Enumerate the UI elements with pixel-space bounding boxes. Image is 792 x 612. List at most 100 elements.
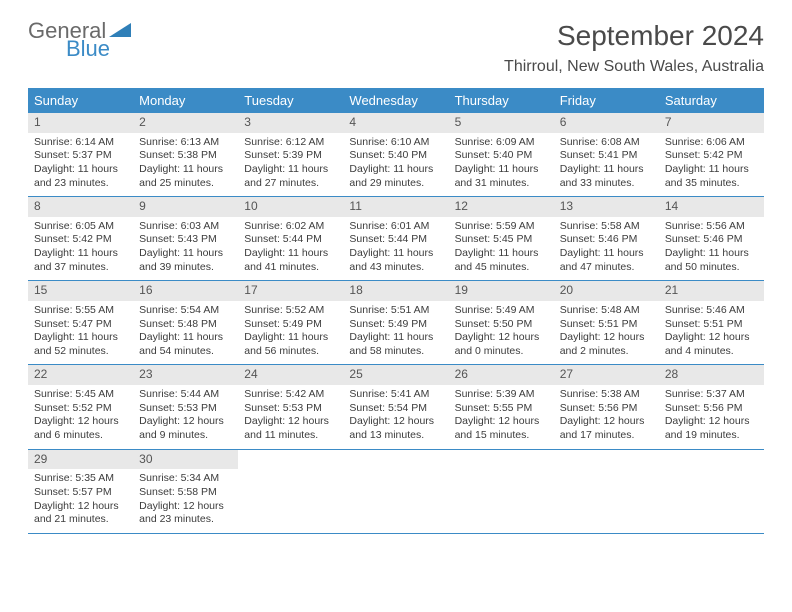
day-number: 9 [133, 197, 238, 217]
day-body: Sunrise: 5:37 AMSunset: 5:56 PMDaylight:… [659, 385, 764, 449]
day-cell: 1Sunrise: 6:14 AMSunset: 5:37 PMDaylight… [28, 113, 133, 196]
day-body: Sunrise: 6:08 AMSunset: 5:41 PMDaylight:… [554, 133, 659, 197]
day-cell [554, 450, 659, 533]
weekday-header: Thursday [449, 88, 554, 113]
week-row: 29Sunrise: 5:35 AMSunset: 5:57 PMDayligh… [28, 450, 764, 534]
day-number: 18 [343, 281, 448, 301]
day-body: Sunrise: 5:38 AMSunset: 5:56 PMDaylight:… [554, 385, 659, 449]
day-body: Sunrise: 5:49 AMSunset: 5:50 PMDaylight:… [449, 301, 554, 365]
day-cell: 25Sunrise: 5:41 AMSunset: 5:54 PMDayligh… [343, 365, 448, 448]
sunset-text: Sunset: 5:49 PM [349, 318, 442, 332]
daylight-text: Daylight: 12 hours and 4 minutes. [665, 331, 758, 358]
sunrise-text: Sunrise: 6:14 AM [34, 136, 127, 150]
sunrise-text: Sunrise: 5:48 AM [560, 304, 653, 318]
sunrise-text: Sunrise: 5:55 AM [34, 304, 127, 318]
sunrise-text: Sunrise: 5:44 AM [139, 388, 232, 402]
day-body: Sunrise: 5:51 AMSunset: 5:49 PMDaylight:… [343, 301, 448, 365]
daylight-text: Daylight: 11 hours and 45 minutes. [455, 247, 548, 274]
week-row: 22Sunrise: 5:45 AMSunset: 5:52 PMDayligh… [28, 365, 764, 449]
daylight-text: Daylight: 12 hours and 2 minutes. [560, 331, 653, 358]
day-number: 13 [554, 197, 659, 217]
sunset-text: Sunset: 5:41 PM [560, 149, 653, 163]
day-number: 26 [449, 365, 554, 385]
day-body: Sunrise: 5:41 AMSunset: 5:54 PMDaylight:… [343, 385, 448, 449]
day-number: 4 [343, 113, 448, 133]
sunrise-text: Sunrise: 5:45 AM [34, 388, 127, 402]
day-cell: 24Sunrise: 5:42 AMSunset: 5:53 PMDayligh… [238, 365, 343, 448]
sunrise-text: Sunrise: 6:06 AM [665, 136, 758, 150]
daylight-text: Daylight: 12 hours and 15 minutes. [455, 415, 548, 442]
day-cell: 29Sunrise: 5:35 AMSunset: 5:57 PMDayligh… [28, 450, 133, 533]
sunrise-text: Sunrise: 5:41 AM [349, 388, 442, 402]
sunrise-text: Sunrise: 5:39 AM [455, 388, 548, 402]
sunset-text: Sunset: 5:51 PM [560, 318, 653, 332]
sunset-text: Sunset: 5:47 PM [34, 318, 127, 332]
day-cell: 13Sunrise: 5:58 AMSunset: 5:46 PMDayligh… [554, 197, 659, 280]
day-body: Sunrise: 6:05 AMSunset: 5:42 PMDaylight:… [28, 217, 133, 281]
day-number [238, 450, 343, 454]
day-number: 28 [659, 365, 764, 385]
day-cell: 4Sunrise: 6:10 AMSunset: 5:40 PMDaylight… [343, 113, 448, 196]
day-number: 30 [133, 450, 238, 470]
day-number: 3 [238, 113, 343, 133]
day-number: 17 [238, 281, 343, 301]
day-body: Sunrise: 5:46 AMSunset: 5:51 PMDaylight:… [659, 301, 764, 365]
day-cell: 11Sunrise: 6:01 AMSunset: 5:44 PMDayligh… [343, 197, 448, 280]
day-cell: 23 Sunrise: 5:44 AMSunset: 5:53 PMDayligh… [133, 365, 238, 448]
day-body: Sunrise: 5:58 AMSunset: 5:46 PMDaylight:… [554, 217, 659, 281]
day-cell: 21Sunrise: 5:46 AMSunset: 5:51 PMDayligh… [659, 281, 764, 364]
daylight-text: Daylight: 11 hours and 31 minutes. [455, 163, 548, 190]
week-row: 15Sunrise: 5:55 AMSunset: 5:47 PMDayligh… [28, 281, 764, 365]
day-body: Sunrise: 5:54 AMSunset: 5:48 PMDaylight:… [133, 301, 238, 365]
weekday-header: Saturday [659, 88, 764, 113]
daylight-text: Daylight: 12 hours and 9 minutes. [139, 415, 232, 442]
day-cell: 14Sunrise: 5:56 AMSunset: 5:46 PMDayligh… [659, 197, 764, 280]
day-body: Sunrise: 5:39 AMSunset: 5:55 PMDaylight:… [449, 385, 554, 449]
day-number: 10 [238, 197, 343, 217]
day-number [343, 450, 448, 454]
weekday-header: Monday [133, 88, 238, 113]
day-cell: 26Sunrise: 5:39 AMSunset: 5:55 PMDayligh… [449, 365, 554, 448]
day-number: 23 [133, 365, 238, 385]
sunrise-text: Sunrise: 5:34 AM [139, 472, 232, 486]
daylight-text: Daylight: 11 hours and 23 minutes. [34, 163, 127, 190]
sunset-text: Sunset: 5:44 PM [244, 233, 337, 247]
sunset-text: Sunset: 5:43 PM [139, 233, 232, 247]
header: General Blue September 2024 Thirroul, Ne… [28, 20, 764, 76]
day-cell: 20Sunrise: 5:48 AMSunset: 5:51 PMDayligh… [554, 281, 659, 364]
daylight-text: Daylight: 11 hours and 35 minutes. [665, 163, 758, 190]
week-row: 1Sunrise: 6:14 AMSunset: 5:37 PMDaylight… [28, 113, 764, 197]
day-number: 2 [133, 113, 238, 133]
sunrise-text: Sunrise: 5:37 AM [665, 388, 758, 402]
day-body: Sunrise: 6:13 AMSunset: 5:38 PMDaylight:… [133, 133, 238, 197]
daylight-text: Daylight: 11 hours and 29 minutes. [349, 163, 442, 190]
day-body: Sunrise: 6:01 AMSunset: 5:44 PMDaylight:… [343, 217, 448, 281]
sunset-text: Sunset: 5:46 PM [560, 233, 653, 247]
day-cell: 7Sunrise: 6:06 AMSunset: 5:42 PMDaylight… [659, 113, 764, 196]
day-number: 8 [28, 197, 133, 217]
day-cell: 16Sunrise: 5:54 AMSunset: 5:48 PMDayligh… [133, 281, 238, 364]
daylight-text: Daylight: 12 hours and 13 minutes. [349, 415, 442, 442]
day-cell [238, 450, 343, 533]
sunset-text: Sunset: 5:57 PM [34, 486, 127, 500]
sunrise-text: Sunrise: 6:02 AM [244, 220, 337, 234]
daylight-text: Daylight: 11 hours and 39 minutes. [139, 247, 232, 274]
sunrise-text: Sunrise: 6:09 AM [455, 136, 548, 150]
weekday-header: Friday [554, 88, 659, 113]
day-body: Sunrise: 6:10 AMSunset: 5:40 PMDaylight:… [343, 133, 448, 197]
sunrise-text: Sunrise: 5:51 AM [349, 304, 442, 318]
day-cell: 19Sunrise: 5:49 AMSunset: 5:50 PMDayligh… [449, 281, 554, 364]
day-number: 29 [28, 450, 133, 470]
sunset-text: Sunset: 5:56 PM [560, 402, 653, 416]
day-number: 1 [28, 113, 133, 133]
day-number: 22 [28, 365, 133, 385]
day-cell: 18Sunrise: 5:51 AMSunset: 5:49 PMDayligh… [343, 281, 448, 364]
sunset-text: Sunset: 5:40 PM [455, 149, 548, 163]
sunset-text: Sunset: 5:53 PM [139, 402, 232, 416]
location-text: Thirroul, New South Wales, Australia [504, 58, 764, 76]
daylight-text: Daylight: 11 hours and 56 minutes. [244, 331, 337, 358]
daylight-text: Daylight: 11 hours and 58 minutes. [349, 331, 442, 358]
day-body: Sunrise: 6:14 AMSunset: 5:37 PMDaylight:… [28, 133, 133, 197]
weekday-header: Sunday [28, 88, 133, 113]
day-body: Sunrise: 5:42 AMSunset: 5:53 PMDaylight:… [238, 385, 343, 449]
